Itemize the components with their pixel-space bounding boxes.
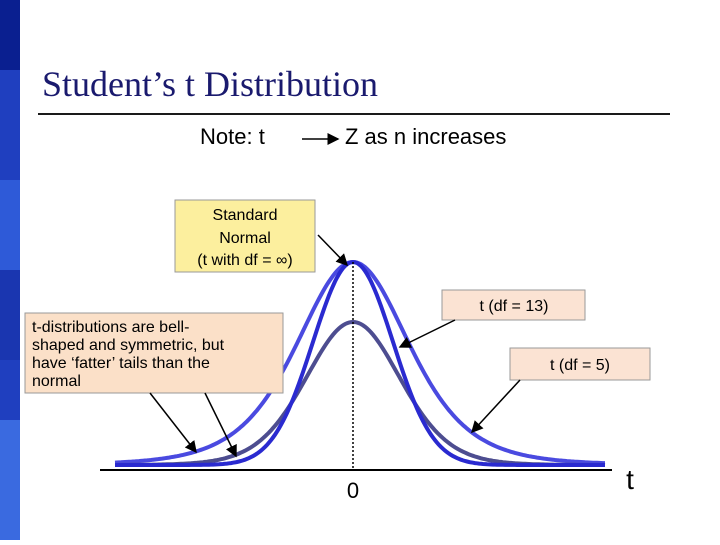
callout-arrow: [317, 234, 349, 267]
callout-line: have ‘fatter’ tails than the: [32, 355, 210, 372]
callout-line: Standard: [213, 207, 278, 224]
callout-arrow: [204, 392, 237, 458]
df13-text: t (df = 13): [480, 298, 549, 315]
curve-normal: [115, 259, 605, 467]
callout-line: shaped and symmetric, but: [32, 337, 225, 354]
t-label: t: [626, 464, 634, 495]
df5-text: t (df = 5): [550, 357, 610, 374]
normal-callout: [174, 199, 316, 273]
callout-line: normal: [32, 373, 81, 390]
df5-callout: [509, 347, 651, 381]
title: Student’s t Distribution: [42, 64, 378, 104]
callout-arrow: [398, 319, 456, 348]
tails-callout: [24, 312, 284, 394]
callout-arrow: [470, 379, 521, 434]
note-prefix: Note: t: [200, 124, 265, 149]
callout-arrow: [149, 392, 197, 454]
side-bar: [0, 0, 20, 540]
callout-line: t-distributions are bell-: [32, 319, 189, 336]
df13-callout: [441, 289, 586, 321]
note-suffix: Z as n increases: [345, 124, 506, 149]
tails-text: t-distributions are bell- shaped and sym…: [32, 319, 225, 390]
normal-text: Standard Normal (t with df = ∞): [197, 207, 292, 269]
zero-label: 0: [347, 478, 359, 503]
callout-line: Normal: [219, 230, 271, 247]
callout-line: (t with df = ∞): [197, 252, 292, 269]
